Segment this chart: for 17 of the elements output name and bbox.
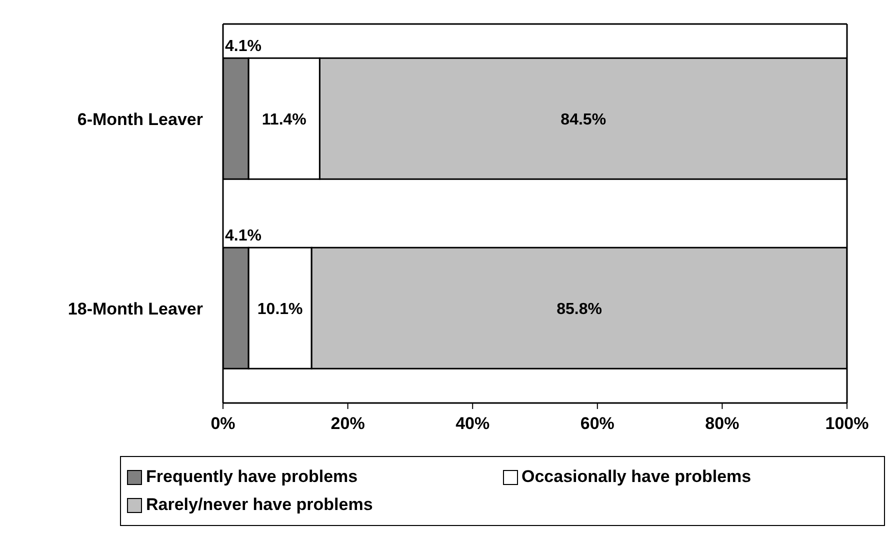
x-tick-label: 40%: [456, 414, 490, 434]
data-label: 11.4%: [262, 112, 306, 129]
data-label: 85.8%: [556, 301, 602, 318]
data-label: 4.1%: [225, 38, 262, 56]
data-label: 84.5%: [560, 112, 606, 129]
data-label: 4.1%: [225, 228, 262, 245]
x-tick-label: 100%: [825, 414, 869, 434]
x-tick-label: 80%: [705, 414, 740, 434]
y-tick-label: 6-Month Leaver: [77, 110, 204, 129]
legend-label: Frequently have problems: [146, 467, 358, 487]
y-tick-label: 18-Month Leaver: [68, 299, 204, 318]
x-tick-label: 20%: [330, 414, 365, 434]
legend-label: Rarely/never have problems: [146, 495, 373, 515]
data-label: 10.1%: [257, 301, 303, 318]
x-tick-label: 60%: [580, 414, 614, 434]
x-tick-label: 0%: [210, 414, 236, 434]
legend-label: Occasionally have problems: [522, 467, 752, 487]
